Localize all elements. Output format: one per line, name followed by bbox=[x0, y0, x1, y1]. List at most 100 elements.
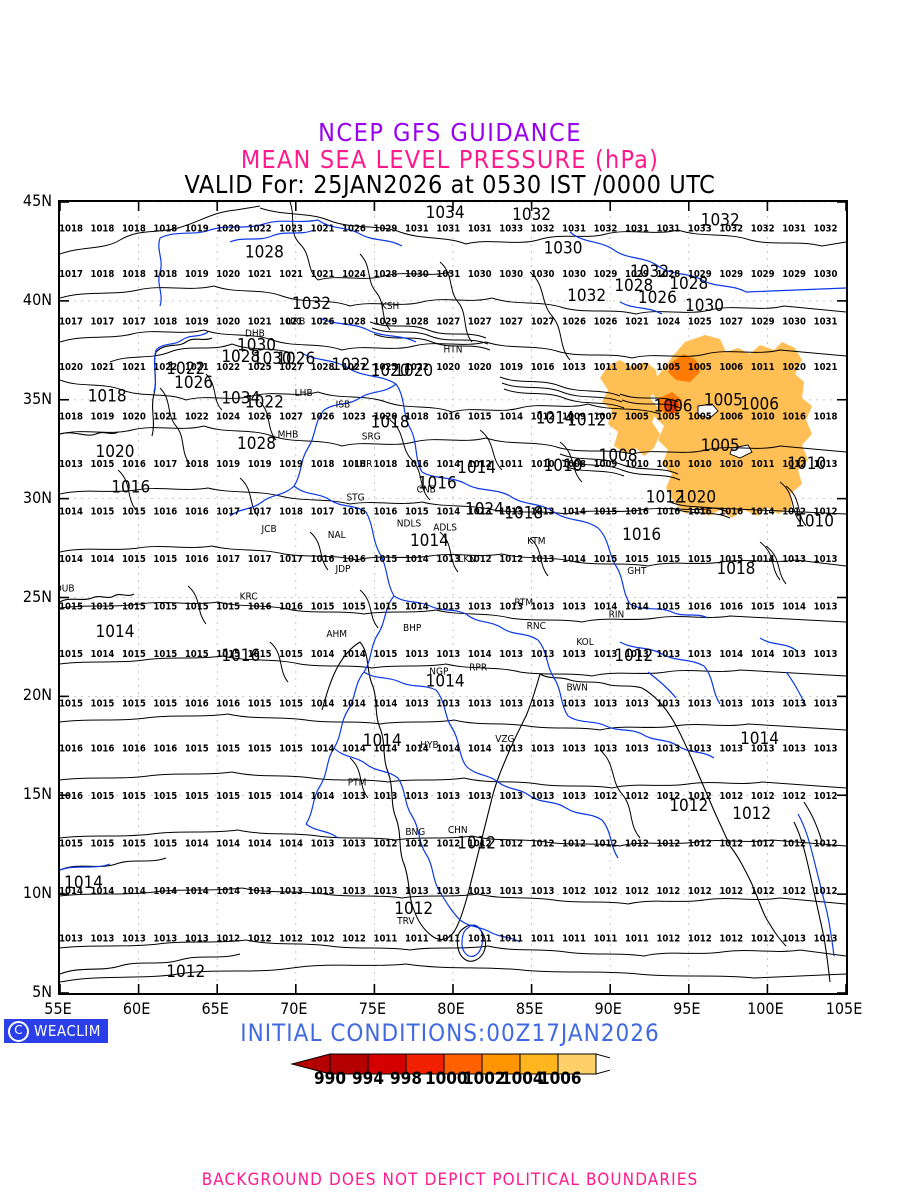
grid-pressure-value: 1013 bbox=[499, 649, 523, 660]
grid-pressure-value: 1031 bbox=[405, 224, 429, 235]
grid-pressure-value: 1014 bbox=[468, 744, 492, 755]
colorbar-tick-1004: 1004 bbox=[501, 1069, 544, 1089]
grid-pressure-value: 1012 bbox=[814, 791, 838, 802]
grid-pressure-value: 1015 bbox=[248, 791, 272, 802]
grid-pressure-value: 1018 bbox=[153, 317, 177, 328]
grid-pressure-value: 1033 bbox=[499, 224, 523, 235]
grid-pressure-value: 1014 bbox=[562, 554, 586, 565]
grid-pressure-value: 1016 bbox=[342, 506, 366, 517]
grid-pressure-value: 1011 bbox=[531, 934, 555, 945]
grid-pressure-value: 1021 bbox=[153, 412, 177, 423]
grid-pressure-value: 1012 bbox=[216, 934, 240, 945]
isobar-label: 1016 bbox=[111, 478, 150, 498]
grid-pressure-value: 1011 bbox=[468, 934, 492, 945]
station-isb: ISB bbox=[336, 400, 351, 411]
grid-pressure-value: 1015 bbox=[374, 554, 398, 565]
grid-pressure-value: 1013 bbox=[405, 886, 429, 897]
isobar-label: 1012 bbox=[394, 899, 433, 919]
grid-pressure-value: 1016 bbox=[60, 744, 83, 755]
grid-pressure-value: 1020 bbox=[216, 317, 240, 328]
grid-pressure-value: 1015 bbox=[248, 649, 272, 660]
grid-pressure-value: 1012 bbox=[342, 934, 366, 945]
grid-pressure-value: 1020 bbox=[374, 412, 398, 423]
grid-pressure-value: 1013 bbox=[499, 744, 523, 755]
grid-pressure-value: 1012 bbox=[751, 839, 775, 850]
grid-pressure-value: 1014 bbox=[122, 886, 146, 897]
grid-pressure-value: 1031 bbox=[468, 224, 492, 235]
isobar-label: 1028 bbox=[237, 434, 276, 454]
grid-pressure-value: 1029 bbox=[719, 269, 743, 280]
grid-pressure-value: 1028 bbox=[311, 362, 335, 373]
grid-pressure-value: 1018 bbox=[814, 412, 838, 423]
grid-pressure-value: 1016 bbox=[185, 554, 209, 565]
isobar-label: 1014 bbox=[740, 729, 779, 749]
lat-tick-40N: 40N bbox=[22, 289, 52, 309]
isobar-label: 1012 bbox=[614, 646, 653, 666]
grid-pressure-value: 1014 bbox=[594, 601, 618, 612]
grid-pressure-value: 1015 bbox=[60, 839, 83, 850]
grid-pressure-value: 1013 bbox=[814, 934, 838, 945]
grid-pressure-value: 1014 bbox=[436, 459, 460, 470]
grid-pressure-value: 1006 bbox=[719, 362, 743, 373]
grid-pressure-value: 1015 bbox=[719, 554, 743, 565]
grid-pressure-value: 1015 bbox=[656, 554, 680, 565]
isobar-label: 1018 bbox=[504, 503, 543, 523]
grid-pressure-value: 1013 bbox=[436, 791, 460, 802]
grid-pressure-value: 1016 bbox=[688, 506, 712, 517]
grid-pressure-value: 1016 bbox=[216, 698, 240, 709]
grid-pressure-value: 1015 bbox=[185, 649, 209, 660]
grid-pressure-value: 1013 bbox=[562, 791, 586, 802]
grid-pressure-value: 1013 bbox=[60, 934, 83, 945]
grid-pressure-value: 1015 bbox=[279, 649, 303, 660]
grid-pressure-value: 1016 bbox=[625, 506, 649, 517]
isobar-label: 1034 bbox=[426, 203, 465, 223]
grid-pressure-value: 1015 bbox=[122, 698, 146, 709]
grid-pressure-value: 1013 bbox=[436, 886, 460, 897]
grid-pressure-value: 1016 bbox=[719, 601, 743, 612]
grid-pressure-value: 1015 bbox=[122, 554, 146, 565]
isobar-label: 1012 bbox=[166, 962, 205, 982]
grid-pressure-value: 1015 bbox=[153, 791, 177, 802]
grid-pressure-value: 1015 bbox=[594, 554, 618, 565]
lat-tick-35N: 35N bbox=[22, 388, 52, 408]
grid-pressure-value: 1013 bbox=[656, 744, 680, 755]
grid-pressure-value: 1013 bbox=[688, 744, 712, 755]
isobar-label: 1016 bbox=[221, 646, 260, 666]
grid-pressure-value: 1020 bbox=[122, 412, 146, 423]
grid-pressure-value: 1012 bbox=[719, 886, 743, 897]
station-urb: URB bbox=[286, 317, 305, 328]
grid-pressure-value: 1013 bbox=[436, 554, 460, 565]
isobar-label: 1030 bbox=[685, 296, 724, 316]
grid-pressure-value: 1016 bbox=[374, 506, 398, 517]
lon-tick-95E: 95E bbox=[673, 999, 701, 1018]
station-rnc: RNC bbox=[527, 621, 546, 632]
isobar-label: 1018 bbox=[88, 387, 127, 407]
grid-pressure-value: 1017 bbox=[248, 554, 272, 565]
lat-tick-45N: 45N bbox=[22, 191, 52, 210]
grid-pressure-value: 1016 bbox=[60, 791, 83, 802]
grid-pressure-value: 1018 bbox=[405, 412, 429, 423]
map-plot-area[interactable]: 1018 1018 1018 1018 1019 1020 1022 1023 1021 1026… bbox=[58, 200, 848, 995]
grid-pressure-value: 1015 bbox=[60, 601, 83, 612]
grid-pressure-value: 1013 bbox=[531, 506, 555, 517]
grid-pressure-value: 1012 bbox=[782, 886, 806, 897]
grid-pressure-value: 1025 bbox=[248, 362, 272, 373]
grid-pressure-value: 1013 bbox=[594, 649, 618, 660]
grid-pressure-value: 1014 bbox=[311, 649, 335, 660]
grid-pressure-value: 1025 bbox=[374, 362, 398, 373]
lon-tick-60E: 60E bbox=[122, 999, 151, 1018]
grid-pressure-value: 1018 bbox=[153, 269, 177, 280]
grid-pressure-value: 1027 bbox=[468, 317, 492, 328]
grid-pressure-value: 1027 bbox=[499, 317, 523, 328]
grid-pressure-value: 1013 bbox=[782, 934, 806, 945]
grid-pressure-value: 1010 bbox=[625, 459, 649, 470]
grid-pressure-value: 1029 bbox=[782, 269, 806, 280]
grid-pressure-value: 1014 bbox=[153, 886, 177, 897]
grid-pressure-value: 1017 bbox=[91, 317, 115, 328]
grid-pressure-value: 1031 bbox=[436, 224, 460, 235]
weaclim-logo-badge[interactable]: C WEACLIM bbox=[4, 1019, 108, 1043]
grid-pressure-value: 1011 bbox=[594, 362, 618, 373]
grid-pressure-value: 1014 bbox=[216, 886, 240, 897]
grid-pressure-value: 1013 bbox=[562, 649, 586, 660]
grid-pressure-value: 1021 bbox=[311, 224, 335, 235]
